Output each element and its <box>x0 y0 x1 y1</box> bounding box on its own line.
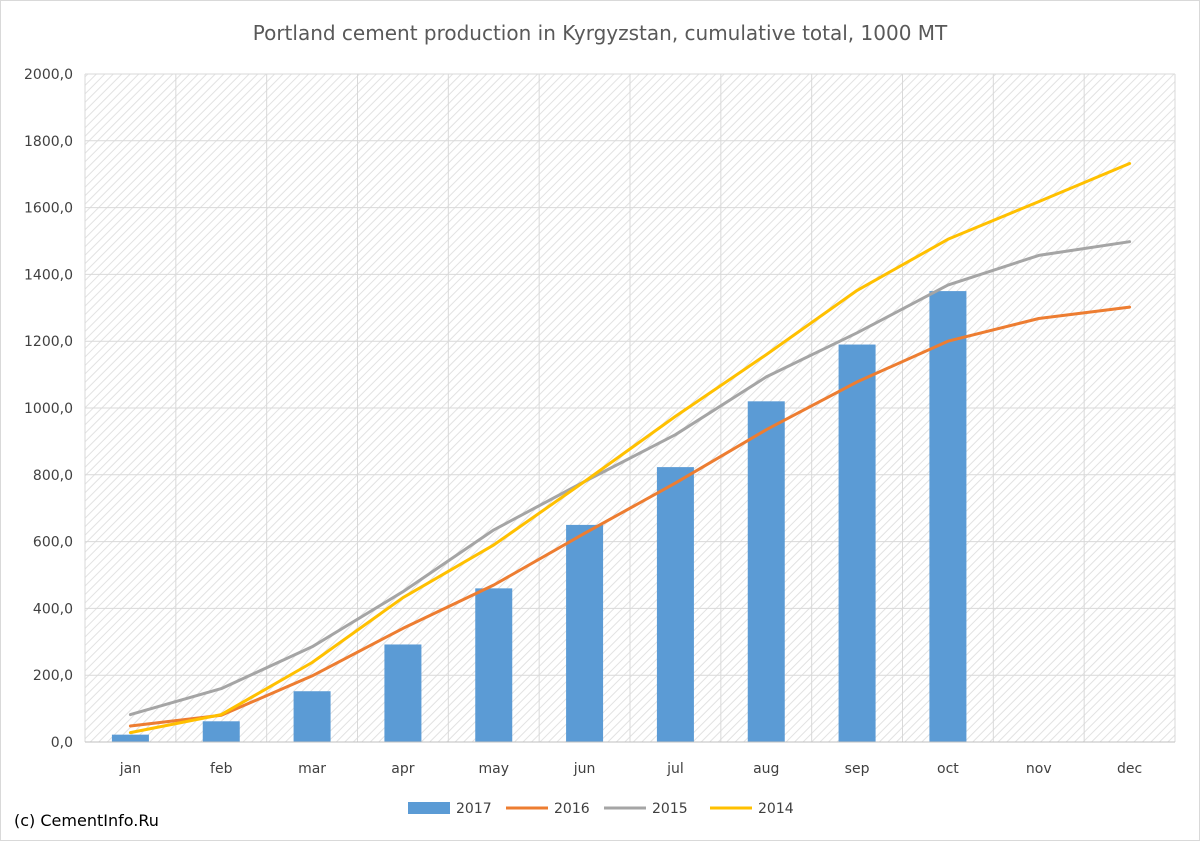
x-tick-label: may <box>478 761 509 777</box>
line-2016 <box>128 305 1132 728</box>
credit-text: (c) CementInfo.Ru <box>14 811 159 830</box>
bar-2017-may <box>475 588 513 742</box>
line-2014 <box>128 162 1132 735</box>
bar-2017-sep <box>838 344 876 742</box>
legend-label-2015: 2015 <box>652 801 688 817</box>
y-tick-label: 1400,0 <box>24 267 73 283</box>
bar-series-2017 <box>111 291 967 742</box>
legend: 2017 2016 2015 2014 <box>408 801 794 817</box>
x-tick-label: sep <box>845 761 870 777</box>
y-tick-label: 800,0 <box>33 468 73 484</box>
bar-2017-feb <box>202 721 240 742</box>
y-tick-label: 1000,0 <box>24 401 73 417</box>
x-tick-label: jun <box>573 761 596 777</box>
x-tick-label: feb <box>210 761 233 777</box>
y-tick-label: 200,0 <box>33 668 73 684</box>
bar-2017-apr <box>384 644 422 742</box>
bar-2017-jan <box>111 734 149 742</box>
legend-label-2014: 2014 <box>758 801 794 817</box>
bar-2017-mar <box>293 691 331 742</box>
bar-2017-jun <box>566 524 604 742</box>
y-tick-label: 1200,0 <box>24 334 73 350</box>
gridlines <box>84 73 1176 743</box>
y-tick-label: 600,0 <box>33 535 73 551</box>
x-tick-label: dec <box>1117 761 1142 777</box>
line-series <box>128 162 1132 735</box>
y-tick-label: 400,0 <box>33 601 73 617</box>
line-2015 <box>128 240 1132 717</box>
x-tick-label: mar <box>298 761 326 777</box>
chart-title: Portland cement production in Kyrgyzstan… <box>253 21 948 45</box>
x-tick-label: aug <box>753 761 779 777</box>
x-tick-label: apr <box>391 761 414 777</box>
bar-2017-oct <box>929 291 967 742</box>
y-tick-label: 0,0 <box>51 735 73 751</box>
x-axis: jan feb mar apr may jun jul aug sep oct nov dec <box>85 741 1175 777</box>
y-tick-label: 1600,0 <box>24 201 73 217</box>
legend-label-2017: 2017 <box>456 801 492 817</box>
x-tick-label: jul <box>666 761 684 777</box>
y-tick-label: 1800,0 <box>24 134 73 150</box>
legend-swatch-2017 <box>408 802 450 814</box>
bar-2017-aug <box>747 401 785 742</box>
x-tick-label: oct <box>937 761 959 777</box>
legend-label-2016: 2016 <box>554 801 590 817</box>
y-tick-label: 2000,0 <box>24 67 73 83</box>
x-tick-label: jan <box>119 761 141 777</box>
x-tick-label: nov <box>1026 761 1052 777</box>
bar-2017-jul <box>656 467 694 742</box>
y-axis: 0,0 200,0 400,0 600,0 800,0 1000,0 1200,0 1400,… <box>24 67 73 751</box>
